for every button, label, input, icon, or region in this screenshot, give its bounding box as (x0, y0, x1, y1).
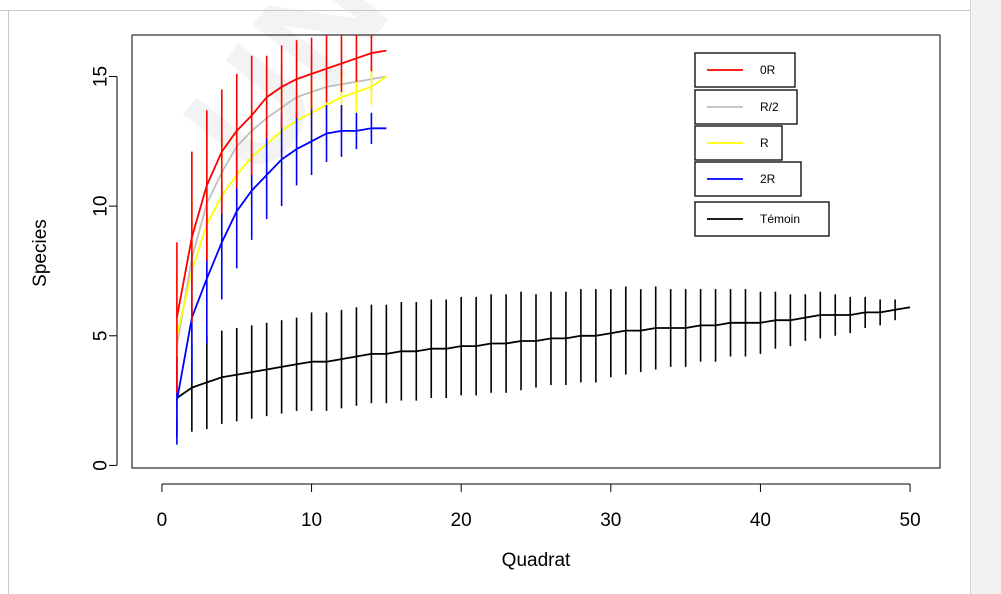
legend-item: 2R (694, 161, 802, 197)
series-layer (176, 35, 911, 445)
x-axis: 0 10 20 30 40 50 (157, 483, 921, 531)
legend-label: 0R (760, 63, 776, 77)
legend-label: R (760, 136, 769, 150)
y-axis-label: Species (30, 219, 51, 287)
y-tick-label: 15 (91, 66, 112, 87)
y-tick-label: 0 (91, 460, 112, 471)
legend-item: R (694, 125, 783, 161)
x-tick-label: 0 (157, 510, 168, 531)
legend-item: Témoin (694, 201, 830, 237)
x-tick-label: 20 (451, 510, 472, 531)
legend-item: R/2 (694, 89, 798, 125)
x-tick-label: 50 (900, 510, 921, 531)
x-axis-label: Quadrat (502, 550, 571, 571)
legend-label: R/2 (760, 100, 779, 114)
x-tick-label: 10 (301, 510, 322, 531)
x-tick-label: 40 (750, 510, 771, 531)
species-accumulation-chart: 0 10 20 30 40 50 0 5 10 15 0R R/2 R 2R Témoin Quadra… (30, 34, 941, 571)
side-panel (970, 0, 1001, 594)
legend: 0R R/2 R 2R Témoin (694, 52, 830, 237)
legend-label: 2R (760, 172, 776, 186)
plot-frame (131, 34, 941, 469)
legend-item: 0R (694, 52, 796, 88)
series-5 (176, 286, 911, 437)
page-frame (8, 10, 970, 594)
series-line (176, 306, 911, 399)
page-edge-line (0, 10, 8, 11)
y-tick-label: 5 (91, 330, 112, 341)
x-tick-label: 30 (600, 510, 621, 531)
series-line (176, 49, 387, 318)
y-axis: 0 5 10 15 (91, 66, 118, 471)
y-tick-label: 10 (91, 196, 112, 217)
series-1 (176, 35, 387, 393)
series-line (176, 127, 387, 401)
legend-label: Témoin (760, 212, 800, 226)
